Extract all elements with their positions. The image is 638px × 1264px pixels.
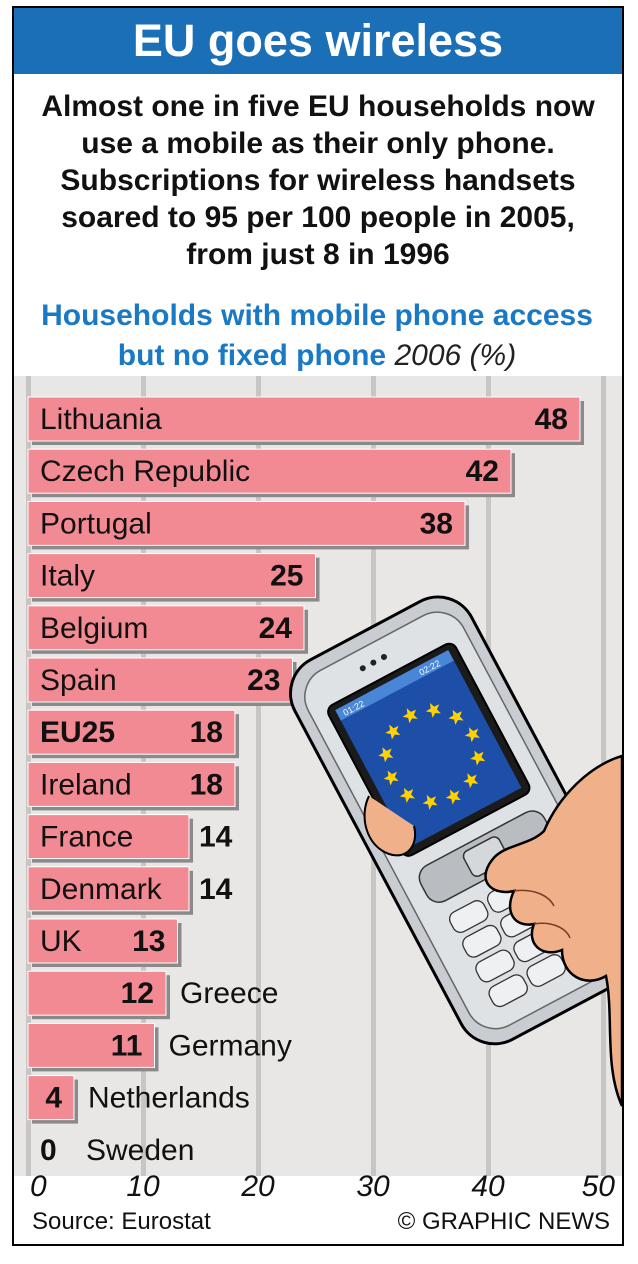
bar-denmark <box>27 866 190 912</box>
value-label-ireland: 18 <box>190 768 223 801</box>
bar-netherlands <box>27 1075 75 1121</box>
value-label-spain: 23 <box>247 664 280 697</box>
mobile-phone-in-hand-icon: 01:22 02:22 <box>289 595 622 1107</box>
bar-eu25 <box>27 709 236 755</box>
category-label-greece: Greece <box>180 977 278 1010</box>
x-tick-label-20: 20 <box>240 1170 275 1203</box>
category-label-belgium: Belgium <box>40 612 148 645</box>
category-label-lithuania: Lithuania <box>40 403 162 436</box>
category-label-sweden: Sweden <box>86 1134 194 1167</box>
bar-czech-republic <box>27 448 512 494</box>
eu-stars-icon <box>378 702 486 810</box>
bar-portugal <box>27 500 466 546</box>
eu-star-icon <box>399 787 415 803</box>
chart-title: Households with mobile phone access but … <box>41 299 593 372</box>
intro-text: Almost one in five EU households now use… <box>41 90 595 271</box>
x-tick-label-0: 0 <box>30 1170 47 1203</box>
bar-uk <box>27 918 178 964</box>
eu-star-icon <box>448 709 464 725</box>
value-label-italy: 25 <box>270 560 303 593</box>
eu-star-icon <box>385 724 401 740</box>
category-label-portugal: Portugal <box>40 507 152 540</box>
bar-belgium <box>27 605 305 651</box>
title-bar: EU goes wireless <box>14 8 622 74</box>
bar-greece <box>27 970 167 1016</box>
value-label-germany: 11 <box>111 1029 143 1062</box>
bar-italy <box>27 553 316 599</box>
category-label-eu25: EU25 <box>40 716 115 749</box>
value-label-netherlands: 4 <box>45 1082 62 1115</box>
value-label-belgium: 24 <box>259 612 293 645</box>
category-label-ireland: Ireland <box>40 768 132 801</box>
credit-note: © GRAPHIC NEWS <box>397 1208 610 1235</box>
eu-star-icon <box>422 794 438 810</box>
eu-star-icon <box>464 727 480 743</box>
eu-star-icon <box>402 708 418 724</box>
eu-star-icon <box>445 789 461 805</box>
bar-ireland <box>27 761 236 807</box>
eu-star-icon <box>383 770 399 786</box>
x-tick-label-50: 50 <box>582 1170 616 1203</box>
value-label-uk: 13 <box>132 925 165 958</box>
value-label-lithuania: 48 <box>535 403 568 436</box>
chart-unit-label: 2006 (%) <box>394 339 517 372</box>
x-tick-label-10: 10 <box>126 1170 160 1203</box>
value-label-eu25: 18 <box>190 716 223 749</box>
value-label-greece: 12 <box>121 977 154 1010</box>
bar-spain <box>27 657 293 703</box>
infographic-frame: EU goes wireless Almost one in five EU h… <box>12 6 624 1246</box>
bar-france <box>27 814 190 860</box>
value-label-france: 14 <box>199 821 233 854</box>
gridline-20 <box>256 376 261 1176</box>
category-label-netherlands: Netherlands <box>88 1082 250 1115</box>
source-note: Source: Eurostat <box>32 1208 211 1235</box>
eu-star-icon <box>463 773 479 789</box>
category-label-spain: Spain <box>40 664 117 697</box>
chart-subtitle: Households with mobile phone access but … <box>20 296 614 376</box>
page-title: EU goes wireless <box>132 15 504 66</box>
value-label-sweden: 0 <box>40 1134 57 1167</box>
eu-star-icon <box>470 750 486 766</box>
value-label-denmark: 14 <box>199 873 233 906</box>
bar-chart: 01:22 02:22 <box>14 376 622 1203</box>
eu-star-icon <box>378 747 394 763</box>
category-label-italy: Italy <box>40 560 95 593</box>
eu-star-icon <box>425 702 441 718</box>
bar-germany <box>27 1022 155 1068</box>
category-label-uk: UK <box>40 925 82 958</box>
value-label-portugal: 38 <box>420 507 453 540</box>
bar-lithuania <box>27 396 581 442</box>
category-label-denmark: Denmark <box>40 873 163 906</box>
category-label-germany: Germany <box>169 1029 292 1062</box>
x-tick-label-30: 30 <box>356 1170 390 1203</box>
category-label-czech-republic: Czech Republic <box>40 455 250 488</box>
category-label-france: France <box>40 821 133 854</box>
x-tick-label-40: 40 <box>471 1170 505 1203</box>
value-label-czech-republic: 42 <box>466 455 499 488</box>
